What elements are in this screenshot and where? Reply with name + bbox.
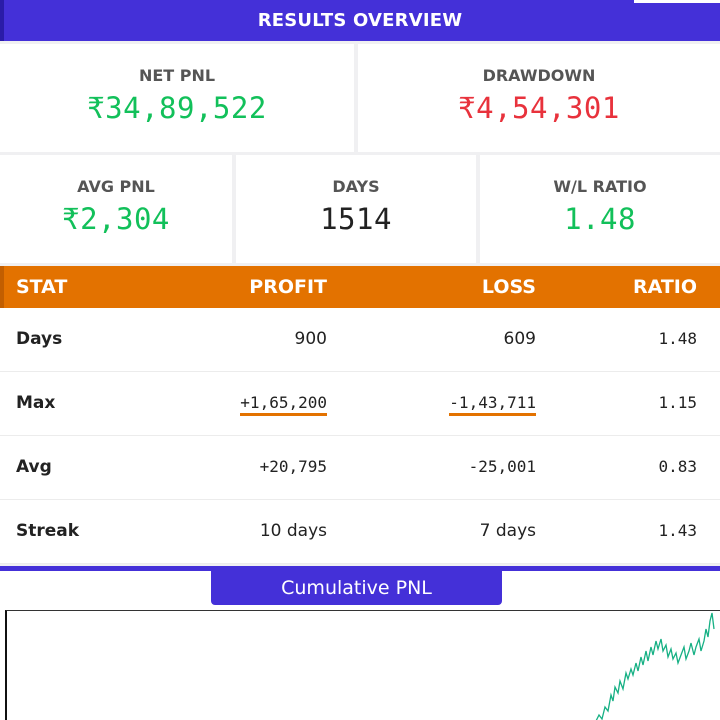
header-accent — [0, 0, 4, 41]
row-ratio: 1.48 — [658, 329, 697, 348]
header-stat: STAT — [16, 276, 68, 298]
cumulative-pnl-line — [595, 612, 715, 720]
row-profit: 900 — [294, 329, 327, 349]
net-pnl-value: ₹34,89,522 — [87, 91, 267, 125]
table-row: Max +1,65,200 -1,43,711 1.15 — [0, 372, 720, 436]
row-profit: +20,795 — [259, 457, 327, 476]
stats-table: STAT PROFIT LOSS RATIO Days 900 609 1.48… — [0, 266, 720, 564]
results-overview-header: RESULTS OVERVIEW — [0, 0, 720, 41]
wl-ratio-card: W/L RATIO 1.48 — [480, 155, 720, 263]
row-stat: Max — [16, 393, 56, 413]
avg-pnl-card: AVG PNL ₹2,304 — [0, 155, 232, 263]
row-profit: 10 days — [259, 521, 327, 541]
table-header: STAT PROFIT LOSS RATIO — [0, 266, 720, 308]
header-title: RESULTS OVERVIEW — [257, 10, 463, 31]
chart-title: Cumulative PNL — [211, 571, 502, 605]
net-pnl-label: NET PNL — [138, 66, 216, 85]
table-row: Streak 10 days 7 days 1.43 — [0, 500, 720, 564]
avg-pnl-label: AVG PNL — [77, 177, 155, 196]
row-ratio: 1.43 — [658, 521, 697, 540]
drawdown-value: ₹4,54,301 — [458, 91, 620, 125]
table-row: Days 900 609 1.48 — [0, 308, 720, 372]
drawdown-card: DRAWDOWN ₹4,54,301 — [358, 44, 720, 152]
days-label: DAYS — [332, 177, 380, 196]
net-pnl-card: NET PNL ₹34,89,522 — [0, 44, 354, 152]
row-loss: 609 — [503, 329, 536, 349]
row-loss: 7 days — [479, 521, 536, 541]
row-stat: Streak — [16, 521, 80, 541]
header-tab-indicator — [634, 0, 720, 3]
row-stat: Days — [16, 329, 63, 349]
days-card: DAYS 1514 — [236, 155, 476, 263]
avg-pnl-value: ₹2,304 — [62, 202, 170, 236]
section-divider — [0, 566, 720, 571]
cumulative-pnl-chart — [5, 610, 720, 720]
row-loss: -1,43,711 — [449, 393, 536, 416]
wl-ratio-value: 1.48 — [564, 202, 636, 236]
wl-ratio-label: W/L RATIO — [553, 177, 647, 196]
header-ratio: RATIO — [632, 276, 697, 298]
days-value: 1514 — [320, 202, 392, 236]
row-ratio: 1.15 — [658, 393, 697, 412]
header-loss: LOSS — [481, 276, 536, 298]
row-loss: -25,001 — [468, 457, 536, 476]
row-profit: +1,65,200 — [240, 393, 327, 416]
table-row: Avg +20,795 -25,001 0.83 — [0, 436, 720, 500]
drawdown-label: DRAWDOWN — [482, 66, 596, 85]
header-profit: PROFIT — [249, 276, 327, 298]
chart-svg — [595, 612, 715, 720]
row-stat: Avg — [16, 457, 52, 477]
row-ratio: 0.83 — [658, 457, 697, 476]
